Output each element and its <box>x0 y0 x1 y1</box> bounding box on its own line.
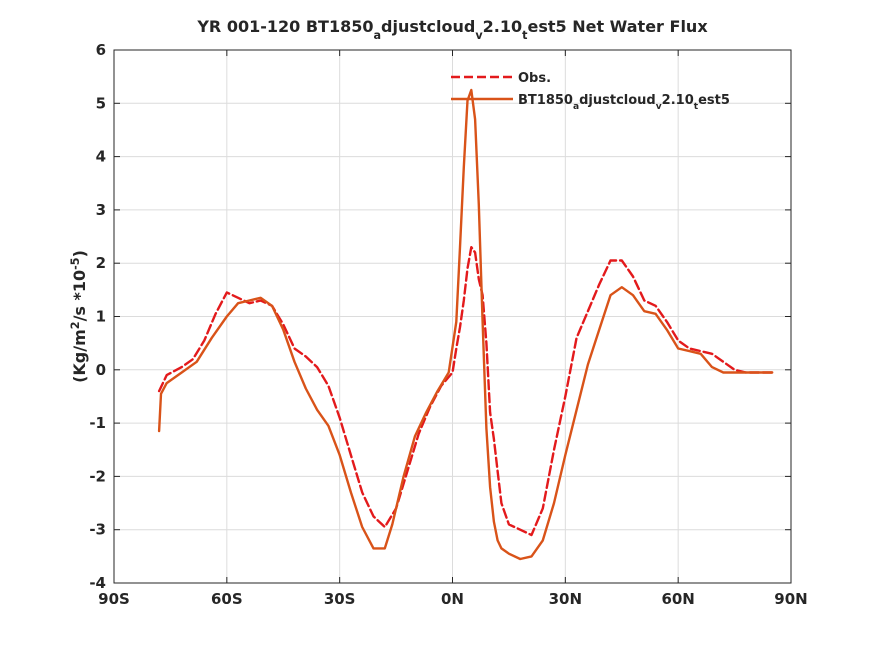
y-tick-label: -1 <box>89 414 106 432</box>
y-tick-label: 1 <box>96 308 106 326</box>
legend-label-1: Obs. <box>518 71 551 86</box>
y-axis-label: (Kg/m2/s *10-5) <box>69 250 90 383</box>
x-tick-label: 60N <box>661 590 694 608</box>
y-tick-label: -4 <box>89 574 106 592</box>
y-tick-label: 0 <box>96 361 106 379</box>
y-axis-label-text: (Kg/m2/s *10-5) <box>69 250 90 383</box>
series-line-2 <box>157 88 774 561</box>
y-tick-label: -2 <box>89 467 106 485</box>
x-tick-label: 90N <box>774 590 807 608</box>
legend: Obs. BT1850adjustcloudv2.10test5 <box>451 71 730 112</box>
y-tick-label: 2 <box>96 254 106 272</box>
series-group <box>157 88 774 561</box>
y-tick-label: 3 <box>96 201 106 219</box>
y-tick-label: 4 <box>96 148 106 166</box>
x-tick-label: 0N <box>441 590 464 608</box>
chart-title-text: YR 001-120 BT1850adjustcloudv2.10test5 N… <box>196 17 708 42</box>
chart-title: YR 001-120 BT1850adjustcloudv2.10test5 N… <box>196 17 708 42</box>
legend-label-2: BT1850adjustcloudv2.10test5 <box>518 93 730 112</box>
y-tick-label: -3 <box>89 521 106 539</box>
y-tick-label: 6 <box>96 41 106 59</box>
axis-ticks: 90S 60S 30S 0N 30N 60N 90N -4 -3 -2 -1 0 1 2 3 4 5 6 <box>89 41 807 608</box>
y-tick-label: 5 <box>96 94 106 112</box>
x-tick-label: 30N <box>549 590 582 608</box>
x-tick-label: 90S <box>98 590 130 608</box>
x-tick-label: 30S <box>324 590 356 608</box>
x-tick-label: 60S <box>211 590 243 608</box>
